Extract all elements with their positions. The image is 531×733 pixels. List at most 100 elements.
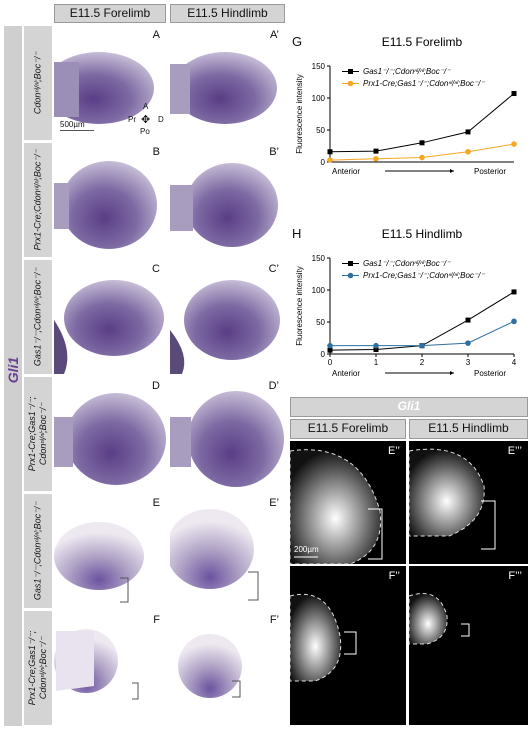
fluor-limb-image — [409, 593, 470, 645]
image-panel-a-prime: A’ — [170, 26, 285, 140]
data-point — [511, 289, 517, 295]
y-tick-label: 150 — [312, 254, 326, 263]
fluor-header-forelimb: E11.5 Forelimb — [290, 419, 406, 439]
panel-label: D’ — [268, 380, 279, 392]
x-label-posterior: Posterior — [474, 369, 506, 378]
data-point — [327, 149, 333, 155]
line-chart-g: E11.5 Forelimb 0 50 100 150 Anterior Posterior… — [295, 35, 517, 176]
image-panel-c: C — [54, 260, 166, 374]
image-panel-e: E — [54, 494, 166, 608]
image-panel-f-prime: F’ — [170, 611, 285, 725]
chart-title: E11.5 Hindlimb — [382, 227, 463, 241]
panel-label: A’ — [270, 29, 279, 41]
x-tick-label: 1 — [374, 358, 379, 367]
panel-label: F’’ — [388, 570, 400, 582]
image-panel-e-prime: E’ — [170, 494, 285, 608]
data-point — [373, 342, 379, 349]
scale-bar — [60, 130, 94, 131]
legend-label: Gas1⁻/⁻;Cdonⁿˡ/ⁿˡ;Boc⁻/⁻ — [363, 67, 451, 76]
data-point — [465, 317, 471, 323]
data-point — [327, 347, 333, 353]
y-tick-label: 100 — [312, 286, 326, 295]
limb-bud-image — [54, 629, 139, 700]
data-point — [511, 318, 517, 325]
limb-bud-image — [54, 161, 157, 249]
gene-label: Gli1 — [5, 356, 21, 384]
scale-bar-label: 200µm — [294, 545, 319, 554]
data-point — [373, 347, 379, 353]
image-panel-d: D — [54, 377, 166, 491]
limb-bud-image — [178, 634, 242, 698]
data-point — [465, 148, 471, 155]
row-label-c: Gas1⁻/⁻;Cdonⁿˡ/ⁿˡ;Boc⁻/⁻ — [24, 260, 52, 374]
fluor-limb-image — [290, 593, 357, 682]
fluor-panel-e3: E’’’ — [409, 441, 528, 564]
panel-letter-h: H — [292, 226, 302, 241]
line-chart-h: E11.5 Hindlimb 0 50 100 150 0 1 2 3 4 Anterior Post… — [295, 227, 517, 378]
panel-label: A — [152, 29, 160, 41]
x-label-anterior: Anterior — [332, 369, 360, 378]
data-point — [465, 129, 471, 135]
limb-bud-image — [54, 393, 166, 485]
x-tick-label: 3 — [466, 358, 471, 367]
scale-bar-label: 500µm — [60, 120, 85, 129]
limb-bud-image — [170, 52, 277, 124]
data-point — [327, 342, 333, 349]
panel-label: D — [152, 380, 160, 392]
y-tick-label: 0 — [321, 350, 326, 359]
direction-arrowhead — [450, 371, 454, 375]
header-forelimb: E11.5 Forelimb — [54, 4, 166, 23]
data-point — [419, 154, 425, 161]
series-line — [329, 291, 515, 351]
data-point — [465, 340, 471, 346]
data-point — [511, 91, 517, 97]
panel-label: C — [152, 263, 160, 275]
data-point — [419, 140, 425, 146]
limb-bud-image — [170, 280, 280, 374]
data-point — [373, 148, 379, 154]
limb-bud-image — [54, 52, 154, 124]
series-line — [330, 320, 515, 347]
y-axis-label: Fluorescence intensity — [295, 74, 304, 154]
legend-label: Prx1-Cre;Gas1⁻/⁻;Cdonⁿˡ/ⁿˡ;Boc⁻/⁻ — [363, 79, 485, 88]
y-tick-label: 150 — [312, 62, 326, 71]
fluor-header: Gli1 — [290, 397, 528, 417]
header-hindlimb: E11.5 Hindlimb — [170, 4, 285, 23]
data-point — [373, 156, 379, 162]
image-panel-d-prime: D’ — [170, 377, 285, 491]
legend-label: Gas1⁻/⁻;Cdonⁿˡ/ⁿˡ;Boc⁻/⁻ — [363, 259, 451, 268]
y-tick-label: 100 — [312, 94, 326, 103]
x-tick-label: 0 — [328, 358, 333, 367]
panel-label: F’ — [269, 614, 279, 626]
row-label-e: Gas1⁻/⁻;Cdonⁿˡ/ⁿˡ;Boc⁻/⁻ — [24, 494, 52, 608]
y-axis-label: Fluorescence intensity — [295, 266, 304, 346]
limb-bud-image — [54, 280, 164, 374]
image-panel-b-prime: B’ — [170, 143, 285, 257]
panel-label: E’’ — [387, 445, 400, 457]
fluor-header-hindlimb: E11.5 Hindlimb — [409, 419, 528, 439]
x-label-posterior: Posterior — [474, 167, 506, 176]
fluor-panel-f3: F’’’ — [409, 566, 528, 725]
panel-letter-g: G — [292, 34, 303, 49]
fluor-limb-image — [409, 448, 496, 550]
panel-label: F’’’ — [508, 570, 522, 582]
panel-label: E’ — [269, 497, 279, 509]
y-tick-label: 50 — [316, 126, 325, 135]
row-label-a: Cdonⁿˡ/ⁿˡ;Boc⁻/⁻ — [24, 26, 52, 140]
fluor-panel-e2: E’’ 200µm — [290, 441, 406, 564]
x-tick-label: 2 — [420, 358, 425, 367]
panel-label: E’’’ — [507, 445, 522, 457]
panel-label: E — [152, 497, 160, 509]
image-panel-c-prime: C’ — [170, 260, 285, 374]
panel-label: F — [153, 614, 160, 626]
fluor-panel-f2: F’’ — [290, 566, 406, 725]
direction-arrowhead — [450, 169, 454, 173]
fluor-limb-image — [290, 449, 383, 564]
orientation-compass: A Pr ✥ D Po — [128, 102, 164, 136]
y-tick-label: 0 — [321, 158, 326, 167]
chart-title: E11.5 Forelimb — [382, 35, 463, 49]
x-tick-label: 4 — [512, 358, 517, 367]
limb-bud-image — [170, 509, 259, 601]
panel-label: B — [152, 146, 160, 158]
row-label-d: Prx1-Cre;Gas1⁻/⁻; Cdonⁿˡ/ⁿˡ;Boc⁻/⁻ — [24, 377, 52, 491]
